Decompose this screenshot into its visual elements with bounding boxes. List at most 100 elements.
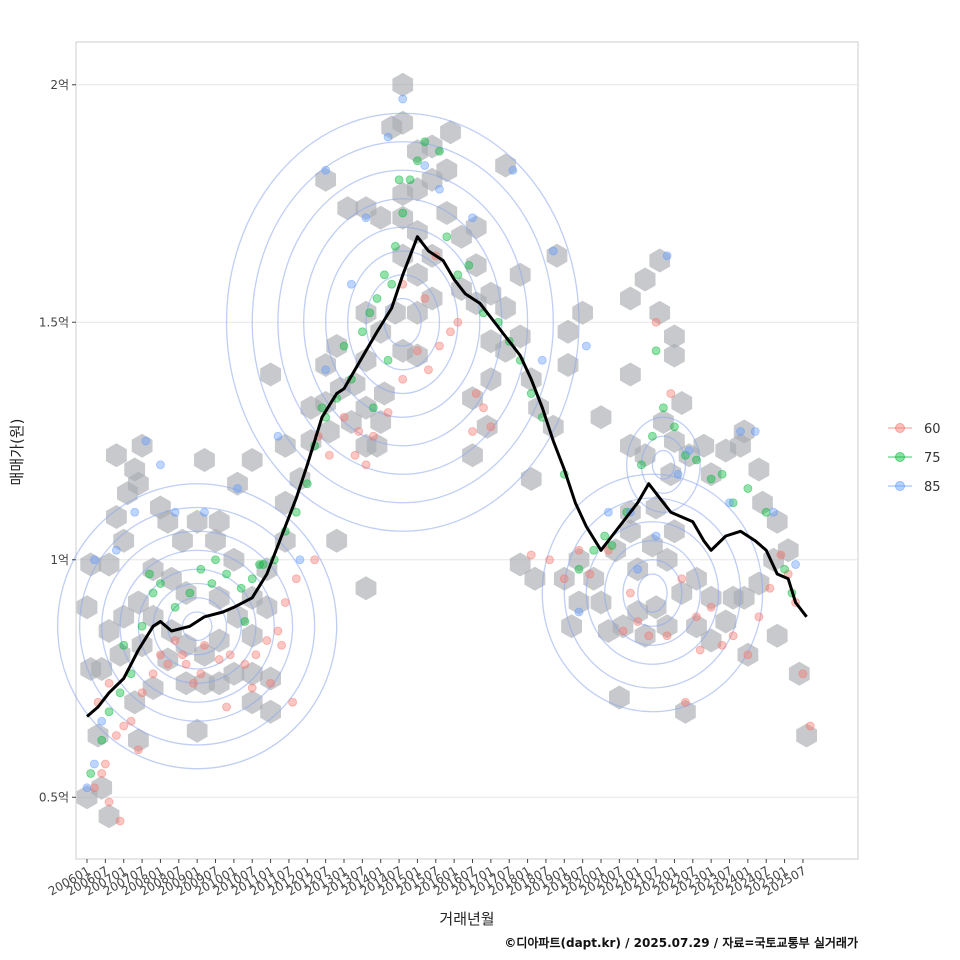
- data-point-60: [170, 636, 180, 645]
- data-point-60: [97, 769, 107, 778]
- legend-key-point: [895, 481, 905, 491]
- hexbin-cell: [546, 243, 568, 268]
- data-point-75: [391, 241, 400, 251]
- hexbin-cell: [326, 528, 348, 553]
- data-point-60: [728, 631, 738, 641]
- data-point-60: [743, 650, 753, 660]
- data-point-75: [706, 474, 716, 484]
- data-point-75: [357, 327, 367, 337]
- data-point-60: [424, 365, 433, 375]
- hexbin-cell: [315, 167, 336, 192]
- data-point-60: [89, 783, 99, 793]
- data-point-60: [526, 550, 536, 560]
- x-axis: 2006012006072007012007072008012008072009…: [46, 859, 808, 899]
- data-point-85: [111, 545, 121, 555]
- data-point-75: [145, 569, 154, 579]
- density-contour: [563, 497, 742, 689]
- hexbin-cell: [524, 566, 546, 591]
- trend-line-layer: [86, 235, 808, 718]
- data-point-85: [603, 507, 613, 517]
- hexbin-cell: [627, 557, 649, 582]
- data-point-60: [633, 617, 643, 626]
- hexbin-cell: [194, 642, 215, 667]
- data-point-75: [222, 569, 231, 579]
- data-point-75: [196, 564, 206, 574]
- density-contour: [181, 611, 213, 642]
- hexbin-cell: [561, 614, 582, 639]
- data-point-85: [769, 507, 778, 517]
- data-point-85: [156, 460, 165, 470]
- data-point-75: [659, 403, 668, 413]
- data-point-60: [111, 731, 121, 740]
- hexbin-cell: [407, 220, 428, 244]
- density-contour: [626, 416, 701, 513]
- data-point-75: [372, 294, 382, 303]
- hexbin-cell: [337, 196, 359, 221]
- hexbin-cell: [609, 685, 630, 710]
- data-point-75: [405, 175, 415, 185]
- hexbin-cell: [186, 718, 208, 743]
- density-contour: [251, 141, 554, 504]
- hexbin-cell: [392, 72, 414, 97]
- hexbin-cell: [590, 405, 612, 430]
- hexbin-cell: [241, 448, 263, 472]
- hexbin-cell: [656, 547, 678, 572]
- data-point-60: [350, 450, 360, 460]
- data-point-85: [321, 365, 331, 375]
- data-point-75: [255, 560, 264, 569]
- hexbin-cell: [175, 671, 197, 696]
- hexbin-cell: [355, 348, 377, 373]
- density-contour: [651, 449, 676, 480]
- data-point-60: [189, 678, 198, 688]
- hexbin-cell: [113, 604, 135, 629]
- data-point-75: [651, 346, 661, 356]
- legend-label: 85: [924, 480, 941, 495]
- y-tick-label: 0.5억: [39, 790, 69, 804]
- hexbin-cell: [553, 566, 575, 591]
- data-point-60: [104, 678, 114, 688]
- hexbin-cell: [700, 585, 722, 610]
- data-point-75: [368, 403, 378, 413]
- data-point-75: [589, 545, 599, 555]
- data-point-85: [233, 484, 242, 493]
- hexbin-cell: [649, 248, 671, 273]
- hexbin-cell: [194, 448, 215, 472]
- hexbin-cell: [733, 585, 755, 610]
- data-point-85: [684, 446, 694, 455]
- data-point-60: [200, 640, 209, 650]
- data-point-85: [725, 498, 734, 508]
- hexbin-cell: [274, 528, 296, 553]
- data-point-75: [236, 583, 246, 593]
- density-contour: [277, 169, 529, 475]
- data-point-85: [273, 431, 283, 441]
- data-point-60: [559, 574, 569, 584]
- data-point-60: [277, 640, 286, 650]
- data-point-85: [548, 246, 558, 256]
- data-point-75: [365, 308, 375, 318]
- legend-key-point: [895, 423, 905, 433]
- data-point-85: [398, 94, 408, 104]
- data-point-75: [717, 469, 727, 479]
- data-point-60: [471, 389, 481, 398]
- hexbin-cell: [106, 505, 127, 529]
- y-axis: 0.5억 1억 1.5억 2억: [39, 78, 76, 804]
- data-point-60: [798, 669, 808, 679]
- data-point-60: [291, 574, 301, 584]
- density-contour: [541, 473, 764, 713]
- data-point-75: [435, 146, 444, 156]
- density-contour: [225, 112, 580, 532]
- caption: ©디아파트(dapt.kr) / 2025.07.29 / 자료=국토교통부 실…: [504, 935, 858, 950]
- density-contour: [56, 483, 338, 770]
- hexbin-cell: [315, 391, 336, 415]
- data-point-60: [545, 555, 555, 565]
- hexbin-cell: [150, 495, 171, 520]
- hexbin-cell: [98, 804, 120, 829]
- hexbin-cell: [318, 419, 340, 444]
- data-point-60: [692, 612, 701, 622]
- data-point-60: [339, 412, 349, 422]
- hexbin-cell: [664, 519, 685, 544]
- data-point-60: [662, 631, 672, 641]
- hexbin-cell: [315, 353, 336, 377]
- data-point-75: [383, 355, 393, 365]
- data-point-75: [574, 564, 584, 574]
